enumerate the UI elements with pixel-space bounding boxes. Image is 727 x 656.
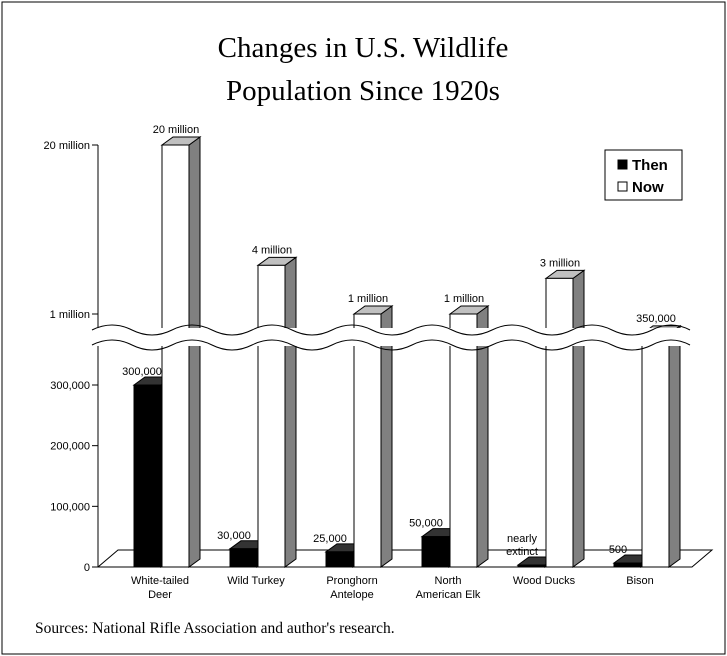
value-label-now: 4 million xyxy=(252,244,292,256)
y-tick-label: 0 xyxy=(84,562,90,574)
category-label: North American Elk xyxy=(416,575,481,601)
legend-swatch-now xyxy=(617,181,628,192)
source-note: Sources: National Rifle Association and … xyxy=(35,620,395,637)
value-label-then: 25,000 xyxy=(313,533,347,545)
legend: Then Now xyxy=(604,149,683,201)
category-label: Wild Turkey xyxy=(227,575,285,587)
bar-now xyxy=(352,305,394,568)
chart-title-line-2: Population Since 1920s xyxy=(226,75,500,107)
bar-now xyxy=(640,324,682,568)
bars-layer xyxy=(132,136,682,568)
category-label: Pronghorn Antelope xyxy=(326,575,377,601)
category-label: Bison xyxy=(626,575,654,587)
value-label-then: nearly extinct xyxy=(506,533,538,558)
value-label-now: 3 million xyxy=(540,257,580,269)
value-label-then: 30,000 xyxy=(217,530,251,542)
legend-label-now: Now xyxy=(632,179,664,196)
y-tick-label: 300,000 xyxy=(50,380,90,392)
value-labels: 300,000 20 million 30,000 4 million 25,000 1 … xyxy=(122,124,676,558)
value-label-now: 1 million xyxy=(444,293,484,305)
y-axis-ticks: 0 100,000 200,000 300,000 1 million 20 millio… xyxy=(44,140,98,574)
legend-label-then: Then xyxy=(632,157,668,174)
category-labels: White-tailed Deer Wild Turkey Pronghorn Ante… xyxy=(131,575,654,601)
category-label: Wood Ducks xyxy=(513,575,576,587)
bar-now xyxy=(448,305,490,568)
axis-break-gap xyxy=(94,328,694,346)
bar-now xyxy=(544,269,586,568)
y-tick-label: 1 million xyxy=(50,309,90,321)
bar-now xyxy=(256,256,298,568)
category-label: White-tailed Deer xyxy=(131,575,189,601)
legend-swatch-then xyxy=(617,159,628,170)
axis-break-wave xyxy=(91,324,691,336)
value-label-now: 350,000 xyxy=(636,313,676,325)
y-tick-label: 20 million xyxy=(44,140,90,152)
value-label-then: 50,000 xyxy=(409,518,443,530)
y-tick-label: 100,000 xyxy=(50,501,90,513)
legend-box xyxy=(604,149,683,201)
value-label-then: 500 xyxy=(609,544,627,556)
value-label-then: 300,000 xyxy=(122,366,162,378)
value-label-now: 20 million xyxy=(153,124,199,136)
axis-break-wave-lower xyxy=(91,339,691,351)
bar-now xyxy=(160,136,202,568)
y-tick-label: 200,000 xyxy=(50,441,90,453)
chart-title-line-1: Changes in U.S. Wildlife xyxy=(218,32,509,64)
value-label-now: 1 million xyxy=(348,293,388,305)
